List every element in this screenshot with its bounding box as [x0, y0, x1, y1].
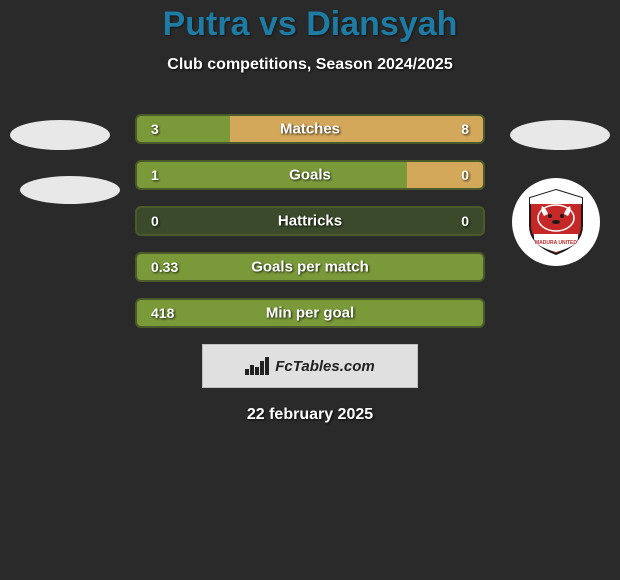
stat-row: 0.33 Goals per match: [135, 252, 485, 282]
stat-value-left: 418: [151, 305, 174, 321]
brand-box[interactable]: FcTables.com: [202, 344, 418, 388]
bar-chart-icon: [245, 357, 269, 375]
stat-value-left: 0.33: [151, 259, 178, 275]
stat-value-right: 0: [461, 213, 469, 229]
player-right-badge-placeholder: [510, 120, 610, 150]
player-left-badge-placeholder-2: [20, 176, 120, 204]
page-title: Putra vs Diansyah: [0, 5, 620, 44]
stat-label: Matches: [280, 121, 340, 138]
stat-label: Goals per match: [251, 259, 369, 276]
stat-fill-right: [230, 116, 483, 142]
stat-fill-right: [407, 162, 483, 188]
date-text: 22 february 2025: [0, 406, 620, 424]
brand-text: FcTables.com: [275, 358, 374, 375]
player-left-badge-placeholder-1: [10, 120, 110, 150]
stat-value-left: 0: [151, 213, 159, 229]
stat-value-right: 8: [461, 121, 469, 137]
club-crest-icon: MADURA UNITED: [526, 188, 586, 256]
stat-label: Goals: [289, 167, 331, 184]
stat-fill-left: [137, 162, 407, 188]
crest-club-name: MADURA UNITED: [535, 240, 577, 246]
stat-row: 418 Min per goal: [135, 298, 485, 328]
stat-value-left: 3: [151, 121, 159, 137]
page-subtitle: Club competitions, Season 2024/2025: [0, 56, 620, 74]
stat-value-right: 0: [461, 167, 469, 183]
stat-row: 3 8 Matches: [135, 114, 485, 144]
stat-row: 0 0 Hattricks: [135, 206, 485, 236]
stat-label: Hattricks: [278, 213, 342, 230]
club-badge-right: MADURA UNITED: [512, 178, 600, 266]
stat-label: Min per goal: [266, 305, 354, 322]
stat-row: 1 0 Goals: [135, 160, 485, 190]
comparison-card: Putra vs Diansyah Club competitions, Sea…: [0, 0, 620, 580]
stat-value-left: 1: [151, 167, 159, 183]
